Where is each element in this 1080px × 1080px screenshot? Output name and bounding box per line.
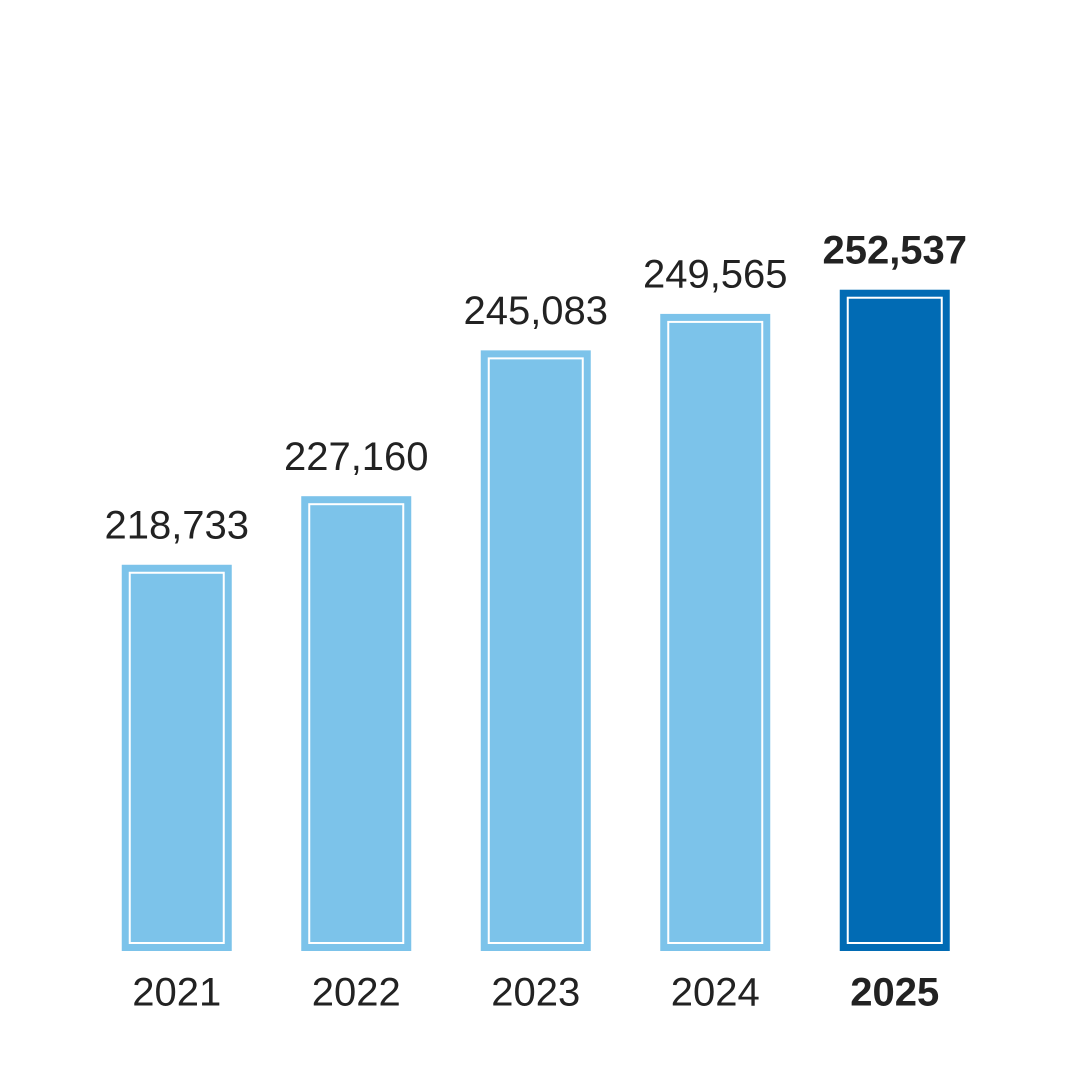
- x-tick-label: 2022: [312, 971, 401, 1015]
- bar: [480, 350, 591, 952]
- x-tick-label: 2024: [671, 971, 760, 1015]
- bar-frame: [667, 320, 764, 944]
- bar: [301, 496, 412, 951]
- bar-frame: [846, 296, 943, 944]
- value-label: 245,083: [463, 289, 608, 333]
- bar: [660, 313, 771, 951]
- value-label: 218,733: [104, 503, 249, 547]
- x-tick-label: 2023: [491, 971, 580, 1015]
- x-tick-label: 2021: [132, 971, 221, 1015]
- bar-frame: [128, 571, 225, 944]
- x-tick-label: 2025: [850, 971, 939, 1015]
- bar: [839, 289, 950, 951]
- bar-frame: [308, 503, 405, 944]
- bar: [121, 564, 232, 951]
- bar-frame: [487, 357, 584, 945]
- value-label: 249,565: [643, 252, 788, 296]
- value-label: 252,537: [822, 228, 967, 272]
- value-label: 227,160: [284, 435, 429, 479]
